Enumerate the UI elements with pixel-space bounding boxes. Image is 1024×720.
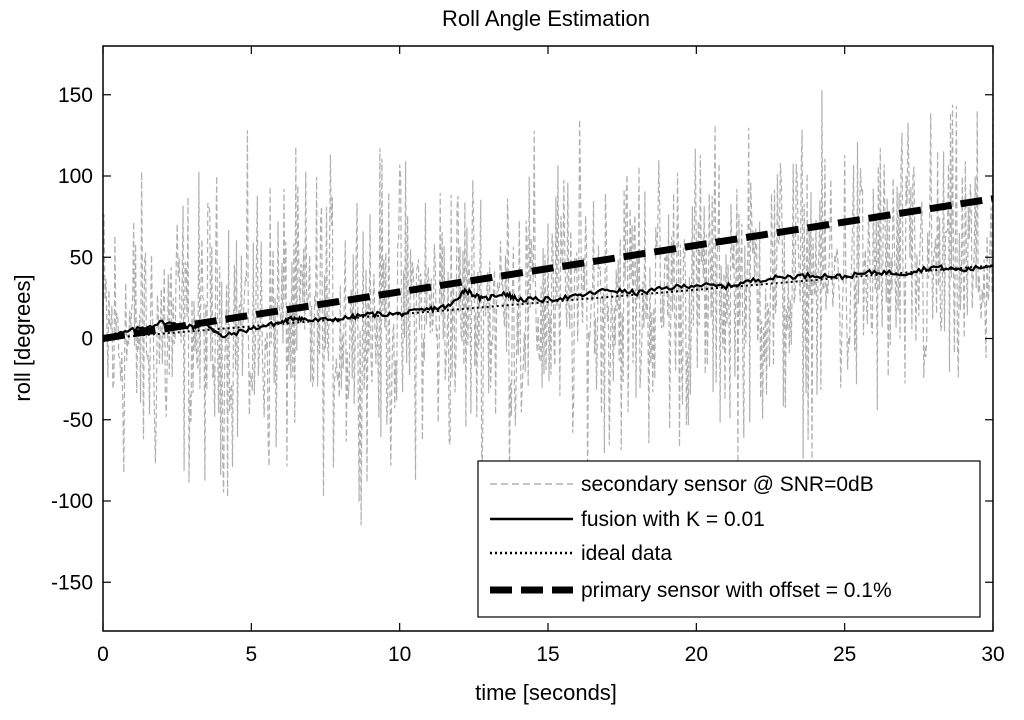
x-axis-title: time [seconds] <box>475 680 617 705</box>
x-tick-label: 20 <box>685 643 708 666</box>
series-layer <box>102 81 994 526</box>
x-tick-label: 0 <box>97 643 109 666</box>
x-tick-label: 30 <box>981 643 1004 666</box>
y-tick-label: -100 <box>51 490 93 513</box>
y-tick-label: -50 <box>63 409 93 432</box>
y-tick-label: 0 <box>81 328 93 351</box>
tick-layer: 0 5 10 15 20 25 30 -150 -100 -50 0 50 100 150 <box>51 46 1005 666</box>
legend-label-primary: primary sensor with offset = 0.1% <box>581 579 892 602</box>
series-line-secondary-sensor <box>102 81 994 526</box>
x-tick-label: 15 <box>536 643 559 666</box>
y-axis-title: roll [degrees] <box>10 274 35 401</box>
series-line-primary-sensor <box>102 195 994 342</box>
legend: secondary sensor @ SNR=0dB fusion with K… <box>477 460 981 618</box>
x-tick-label: 10 <box>388 643 411 666</box>
y-tick-label: 150 <box>58 84 93 107</box>
legend-label-secondary: secondary sensor @ SNR=0dB <box>581 473 874 496</box>
y-tick-label: 100 <box>58 165 93 188</box>
legend-label-ideal: ideal data <box>581 542 672 565</box>
series-line-fusion <box>102 264 994 341</box>
chart-title: Roll Angle Estimation <box>442 6 650 31</box>
y-tick-label: 50 <box>70 246 93 269</box>
legend-label-fusion: fusion with K = 0.01 <box>581 508 765 531</box>
x-tick-label: 5 <box>245 643 257 666</box>
y-tick-label: -150 <box>51 571 93 594</box>
x-tick-label: 25 <box>833 643 856 666</box>
series-line-ideal-data <box>102 264 994 340</box>
